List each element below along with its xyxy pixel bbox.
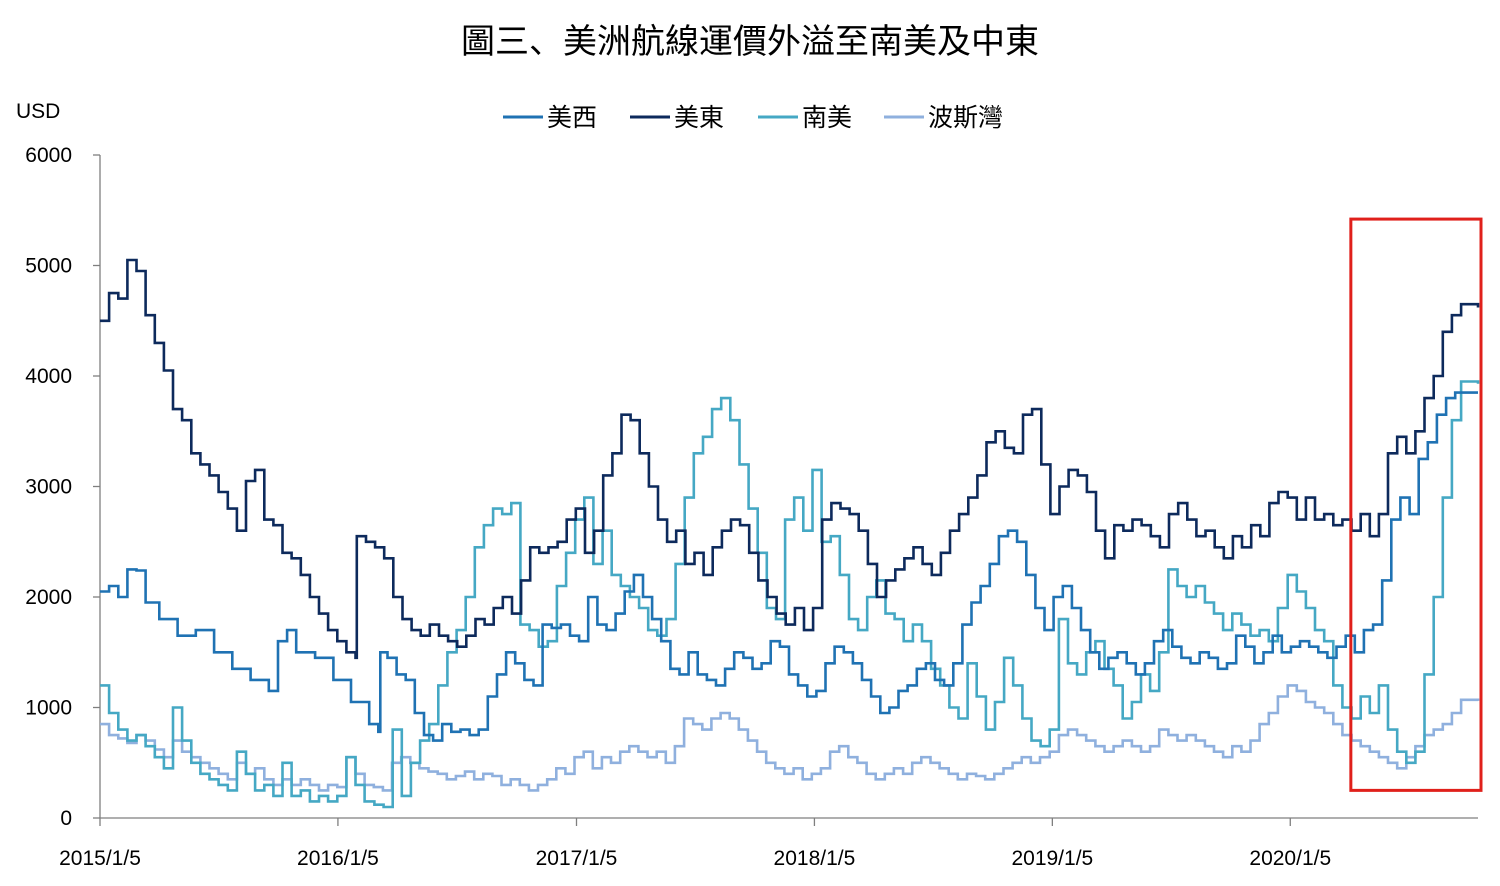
series-line-美東: [100, 258, 1480, 660]
x-tick-label: 2018/1/5: [774, 847, 856, 870]
y-tick-label: 5000: [25, 255, 72, 278]
x-tick-label: 2020/1/5: [1249, 847, 1331, 870]
y-tick-label: 4000: [25, 365, 72, 388]
series-line-美西: [100, 391, 1478, 742]
legend-label: 美西: [547, 103, 597, 132]
x-tick-label: 2015/1/5: [59, 847, 141, 870]
series-line-南美: [100, 380, 1480, 809]
y-tick-label: 0: [60, 807, 72, 830]
chart-title: 圖三、美洲航線運價外溢至南美及中東: [461, 22, 1039, 62]
y-tick-label: 6000: [25, 144, 72, 167]
x-tick-label: 2017/1/5: [536, 847, 618, 870]
legend: 美西 美東 南美 波斯灣: [503, 103, 1003, 132]
y-tick-label: 1000: [25, 697, 72, 720]
legend-label: 南美: [802, 103, 852, 132]
highlight-box: [1349, 217, 1483, 792]
legend-label: 美東: [674, 103, 724, 132]
x-tick-label: 2019/1/5: [1011, 847, 1093, 870]
series-line-波斯灣: [100, 684, 1480, 792]
axes: 0 1000 2000 3000 4000 5000 6000 2015/1/5 2016/1/…: [25, 144, 1478, 870]
y-tick-label: 2000: [25, 586, 72, 609]
legend-label: 波斯灣: [928, 103, 1003, 132]
y-axis-unit-label: USD: [16, 100, 60, 123]
series-group: [100, 258, 1480, 809]
x-tick-label: 2016/1/5: [297, 847, 379, 870]
y-tick-label: 3000: [25, 476, 72, 499]
